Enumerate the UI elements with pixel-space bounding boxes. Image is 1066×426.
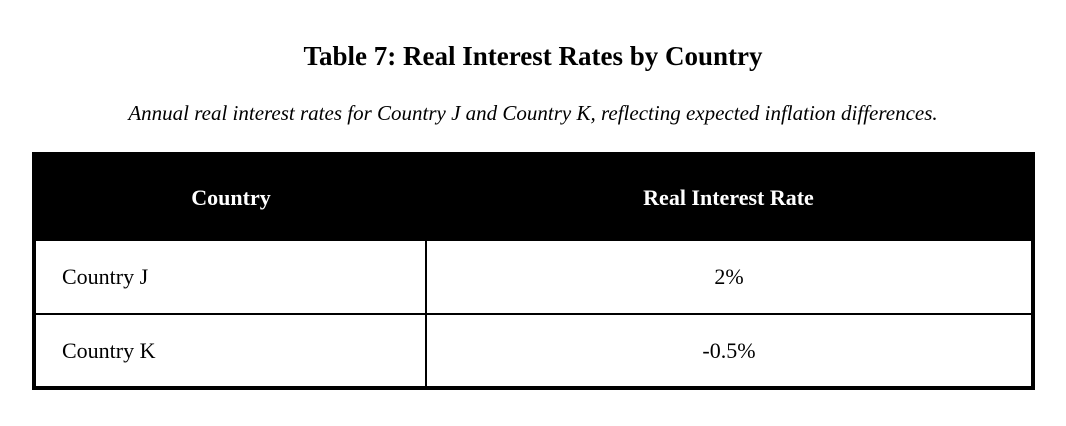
column-header-country: Country — [34, 154, 426, 240]
table-row: Country K -0.5% — [33, 313, 1034, 389]
column-header-rate: Real Interest Rate — [426, 154, 1033, 240]
page-subtitle: Annual real interest rates for Country J… — [128, 101, 938, 125]
table-row: Country J 2% — [33, 239, 1034, 315]
country-cell: Country J — [33, 239, 427, 315]
page-title: Table 7: Real Interest Rates by Country — [303, 41, 763, 71]
rate-cell: 2% — [425, 239, 1034, 315]
interest-rates-table: Country Real Interest Rate Country J 2% … — [32, 152, 1035, 390]
country-cell: Country K — [33, 313, 427, 389]
table-header-row: Country Real Interest Rate — [34, 154, 1033, 240]
rate-cell: -0.5% — [425, 313, 1034, 389]
